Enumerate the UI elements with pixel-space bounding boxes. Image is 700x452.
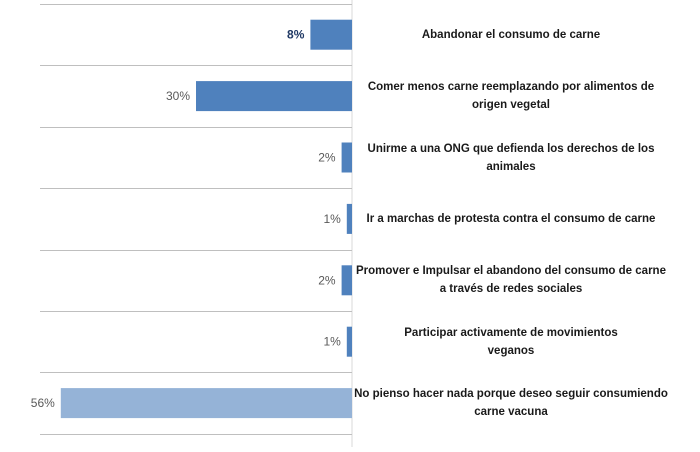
category-label-line: Promover e Impulsar el abandono del cons… (356, 265, 666, 278)
category-label: Participar activamente de movimientos veg… (352, 324, 670, 360)
category-label-line: Ir a marchas de protesta contra el consu… (366, 212, 656, 225)
category-label: No pienso hacer nada porque deseo seguir… (352, 385, 670, 421)
data-label: 30% (166, 89, 190, 103)
category-label-line: origen vegetal (472, 99, 550, 112)
category-label-line: Abandonar el consumo de carne (421, 28, 601, 41)
bar (346, 203, 352, 234)
category-label-line: veganos (487, 344, 535, 357)
data-label: 1% (323, 335, 341, 349)
bar (341, 265, 352, 296)
bar (341, 142, 352, 173)
category-label-line: a través de redes sociales (439, 283, 583, 296)
bar (346, 326, 352, 357)
category-label: Unirme a una ONG que defienda los derech… (352, 140, 670, 176)
category-label: Promover e Impulsar el abandono del cons… (352, 262, 670, 298)
data-label: 1% (323, 212, 341, 226)
data-label: 56% (31, 396, 55, 410)
bar (310, 19, 352, 50)
data-label: 8% (287, 28, 305, 42)
category-label-line: Unirme a una ONG que defienda los derech… (367, 142, 655, 155)
category-label: Abandonar el consumo de carne (352, 26, 670, 44)
category-label-line: animales (486, 160, 536, 173)
category-label-line: No pienso hacer nada porque deseo seguir… (354, 388, 668, 401)
bar (196, 81, 352, 112)
bar (60, 388, 353, 419)
category-label: Ir a marchas de protesta contra el consu… (352, 210, 670, 228)
category-label-line: carne vacuna (474, 406, 548, 419)
data-label: 2% (318, 151, 336, 165)
category-label-line: Participar activamente de movimientos (404, 326, 618, 339)
category-label-line: Comer menos carne reemplazando por alime… (367, 81, 655, 94)
category-label: Comer menos carne reemplazando por alime… (352, 78, 670, 114)
data-label: 2% (318, 273, 336, 287)
